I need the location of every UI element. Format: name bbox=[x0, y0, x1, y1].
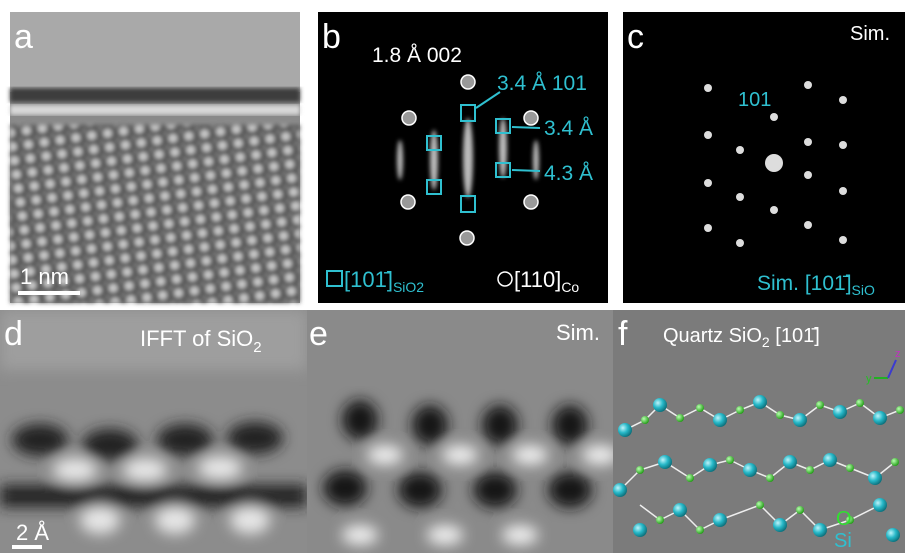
panel-title: Quartz SiO2 [101̄] bbox=[663, 325, 820, 350]
title-sub: 2 bbox=[253, 339, 261, 356]
sim-tag: Sim. bbox=[850, 23, 890, 45]
legend-text: [110] bbox=[514, 267, 561, 292]
axis-label: z bbox=[895, 348, 901, 360]
panel-label: c bbox=[627, 18, 644, 56]
spot-label: 3.4 Å 101 bbox=[497, 72, 587, 95]
panel-label: e bbox=[309, 315, 328, 353]
scale-bar bbox=[12, 545, 42, 549]
panel-a: a 1 nm bbox=[10, 12, 300, 303]
sim-diffraction bbox=[623, 12, 905, 303]
legend-si: Si bbox=[834, 530, 852, 552]
legend-o: O bbox=[836, 508, 852, 530]
spot-label: 1.8 Å 002 bbox=[372, 44, 462, 67]
axis-label: y bbox=[866, 373, 872, 385]
index-label: 101 bbox=[738, 89, 771, 111]
caption-sub: SiO bbox=[852, 282, 875, 298]
title-text: [101̄] bbox=[770, 325, 820, 347]
title-sub: 2 bbox=[762, 334, 770, 350]
legend-text: [101̄] bbox=[344, 267, 393, 292]
sim-tag: Sim. bbox=[556, 320, 600, 345]
panel-label: a bbox=[14, 18, 33, 56]
legend-sub: Co bbox=[561, 279, 579, 295]
panel-label: f bbox=[618, 315, 628, 353]
panel-e: e Sim. bbox=[307, 310, 618, 553]
spacing-label: 3.4 Å bbox=[544, 117, 593, 140]
scale-bar bbox=[18, 291, 80, 295]
page: a 1 nm b 1.8 Å 002 3.4 Å 101 3.4 Å 4.3 Å… bbox=[0, 0, 905, 553]
scale-bar-label: 2 Å bbox=[16, 520, 49, 545]
legend-sub: SiO2 bbox=[393, 279, 424, 295]
panel-c: c Sim. 101 Sim. [101̄]SiO bbox=[623, 12, 905, 303]
spacing-label: 4.3 Å bbox=[544, 162, 593, 185]
panel-f: y z f Quartz SiO2 [101̄] O Si bbox=[613, 310, 905, 553]
fft-image bbox=[318, 12, 608, 303]
title-text: Quartz SiO bbox=[663, 325, 762, 347]
panel-label: d bbox=[4, 315, 23, 353]
panel-label: b bbox=[322, 18, 341, 56]
panel-d: d IFFT of SiO2 2 Å bbox=[0, 310, 307, 553]
caption-text: Sim. [101̄] bbox=[757, 272, 852, 295]
panel-b: b 1.8 Å 002 3.4 Å 101 3.4 Å 4.3 Å [101̄]… bbox=[318, 12, 608, 303]
figure: a 1 nm b 1.8 Å 002 3.4 Å 101 3.4 Å 4.3 Å… bbox=[0, 0, 905, 553]
scale-bar-label: 1 nm bbox=[20, 264, 69, 289]
title-text: IFFT of SiO bbox=[140, 326, 253, 351]
